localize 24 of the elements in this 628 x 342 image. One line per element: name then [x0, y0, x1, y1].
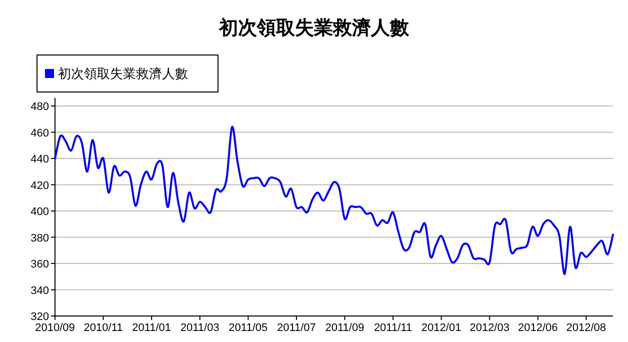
y-tick-label: 440	[30, 154, 49, 166]
y-tick-label: 340	[30, 284, 49, 297]
x-tick-label: 2011/07	[276, 322, 316, 334]
y-tick-label: 360	[30, 258, 49, 270]
legend-label: 初次領取失業救濟人數	[58, 66, 188, 81]
y-tick-label: 320	[30, 311, 49, 323]
y-tick-label: 460	[30, 127, 49, 140]
x-tick-label: 2012/06	[518, 322, 558, 334]
chart-title: 初次領取失業救濟人數	[218, 17, 410, 39]
x-tick-label: 2011/01	[132, 322, 172, 334]
x-tick-label: 2010/09	[35, 322, 75, 334]
y-tick-label: 400	[30, 206, 49, 218]
y-tick-label: 380	[30, 232, 49, 244]
x-tick-label: 2012/08	[566, 322, 606, 334]
y-tick-label: 480	[30, 101, 49, 113]
x-tick-label: 2012/01	[421, 322, 462, 334]
x-tick-label: 2011/05	[228, 322, 268, 334]
x-tick-label: 2011/11	[374, 322, 412, 334]
x-tick-label: 2010/11	[84, 322, 123, 334]
x-tick-label: 2012/03	[470, 322, 510, 334]
x-tick-label: 2011/09	[325, 322, 364, 334]
line-series	[54, 126, 614, 275]
y-tick-label: 420	[30, 180, 49, 192]
x-tick-label: 2011/03	[180, 322, 220, 334]
